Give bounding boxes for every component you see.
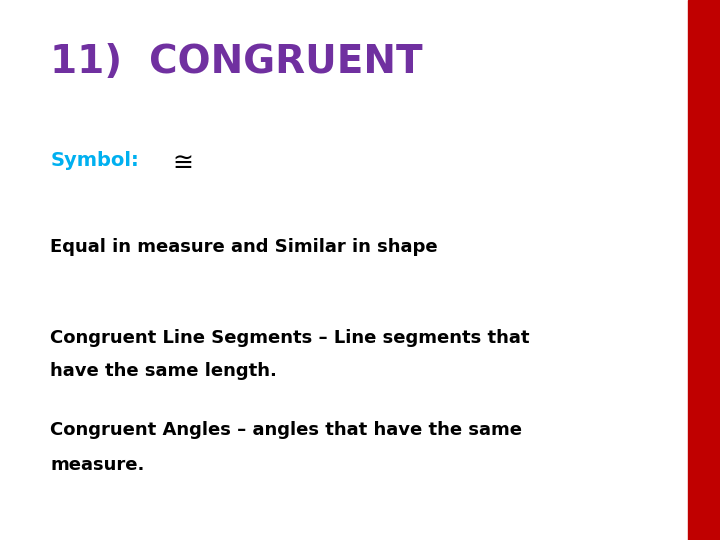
Text: have the same length.: have the same length.	[50, 362, 277, 380]
Text: Congruent Angles – angles that have the same: Congruent Angles – angles that have the …	[50, 421, 523, 439]
Text: 11)  CONGRUENT: 11) CONGRUENT	[50, 43, 423, 81]
Text: Symbol:: Symbol:	[50, 151, 139, 170]
Text: Equal in measure and Similar in shape: Equal in measure and Similar in shape	[50, 238, 438, 255]
Text: ≅: ≅	[173, 151, 194, 175]
Text: measure.: measure.	[50, 456, 145, 474]
Text: Congruent Line Segments – Line segments that: Congruent Line Segments – Line segments …	[50, 329, 530, 347]
